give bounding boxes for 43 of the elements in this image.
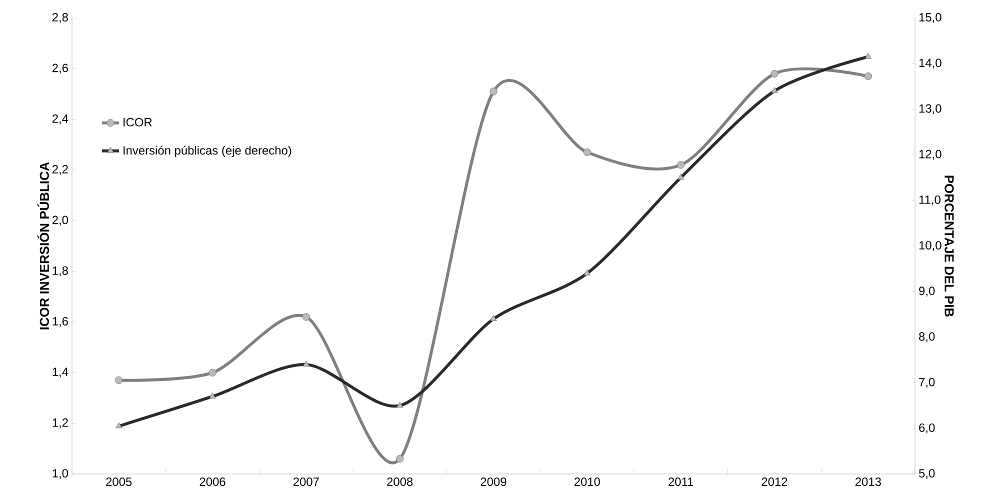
y-axis-title: ICOR INVERSIÓN PÚBLICA bbox=[37, 162, 50, 330]
y2-tick-label: 14,0 bbox=[919, 58, 942, 69]
point bbox=[677, 161, 685, 169]
point bbox=[115, 376, 123, 384]
legend-label: Inversión públicas (eje derecho) bbox=[124, 146, 292, 158]
y2-tick-label: 6,0 bbox=[919, 423, 935, 434]
y-tick-label: 2,0 bbox=[52, 216, 68, 226]
x-tick-label: 2008 bbox=[387, 478, 413, 486]
x-tick-label: 2007 bbox=[293, 478, 319, 486]
y2-tick-label: 12,0 bbox=[919, 150, 942, 160]
x-tick-label: 2013 bbox=[855, 478, 881, 486]
x-tick-label: 2006 bbox=[200, 478, 226, 486]
y2-tick-label: 7,0 bbox=[919, 378, 935, 388]
point bbox=[302, 313, 310, 321]
point bbox=[864, 72, 872, 80]
point bbox=[208, 368, 216, 376]
y-tick-label: 1,0 bbox=[52, 469, 68, 479]
y-tick-label: 2,4 bbox=[52, 114, 68, 124]
y-tick-label: 2,8 bbox=[52, 13, 68, 23]
legend-label: ICOR bbox=[124, 118, 152, 126]
x-tick-label: 2005 bbox=[106, 478, 132, 486]
point bbox=[770, 70, 778, 78]
y2-tick-label: 10,0 bbox=[919, 241, 942, 251]
point bbox=[396, 455, 404, 463]
y-tick-label: 1,2 bbox=[52, 418, 68, 428]
y2-tick-label: 13,0 bbox=[919, 104, 942, 114]
x-tick-label: 2012 bbox=[762, 478, 788, 486]
y-tick-label: 2,6 bbox=[52, 64, 68, 74]
x-tick-label: 2010 bbox=[574, 478, 600, 486]
x-tick-label: 2009 bbox=[480, 478, 506, 486]
y2-tick-label: 9,0 bbox=[919, 286, 935, 297]
y-tick-label: 1,4 bbox=[52, 368, 68, 378]
y-tick-label: 1,8 bbox=[52, 266, 68, 276]
y-tick-label: 2,2 bbox=[52, 165, 68, 175]
point bbox=[490, 88, 498, 96]
x-tick-label: 2011 bbox=[668, 478, 694, 486]
y2-tick-label: 5,0 bbox=[919, 469, 935, 479]
y2-tick-label: 8,0 bbox=[919, 332, 935, 342]
point bbox=[583, 148, 591, 156]
y2-tick-label: 11,0 bbox=[919, 195, 940, 206]
y-tick-label: 1,6 bbox=[52, 317, 68, 327]
y2-axis-title: PORCENTAJE DEL PIB bbox=[944, 176, 954, 317]
y2-tick-label: 15,0 bbox=[919, 13, 942, 23]
